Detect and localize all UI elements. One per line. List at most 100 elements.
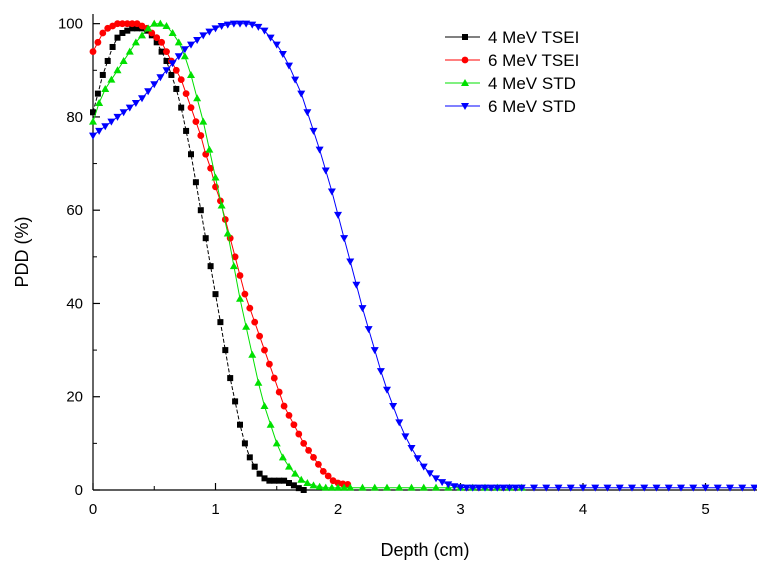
data-point-4-mev-std [321, 483, 330, 491]
data-point-6-mev-tsei [153, 34, 161, 42]
data-point-4-mev-tsei [99, 71, 106, 78]
data-point-4-mev-std [242, 322, 251, 330]
data-point-4-mev-tsei [241, 440, 248, 447]
data-point-6-mev-std [370, 347, 379, 355]
data-point-6-mev-std [425, 470, 434, 478]
data-point-4-mev-std [297, 475, 306, 483]
series-4-mev-tsei [90, 25, 307, 493]
data-point-6-mev-std [254, 23, 263, 31]
data-point-4-mev-tsei [90, 109, 96, 116]
data-point-4-mev-std [340, 483, 349, 491]
legend-label: 6 MeV TSEI [488, 51, 579, 70]
data-point-6-mev-tsei [177, 76, 185, 84]
legend-marker [461, 56, 469, 64]
data-point-6-mev-tsei [324, 472, 332, 480]
legend-item-6-mev-std: 6 MeV STD [445, 97, 576, 116]
data-point-6-mev-tsei [285, 411, 293, 419]
data-point-6-mev-std [156, 74, 165, 82]
data-point-6-mev-tsei [236, 272, 244, 279]
data-point-6-mev-tsei [241, 290, 249, 298]
data-point-4-mev-std [358, 483, 367, 491]
data-point-6-mev-tsei [305, 446, 312, 454]
data-point-6-mev-std [474, 484, 483, 492]
data-point-6-mev-std [346, 258, 355, 266]
data-point-4-mev-std [248, 350, 257, 358]
data-point-4-mev-tsei [114, 34, 121, 41]
data-point-4-mev-std [315, 482, 324, 490]
data-point-4-mev-tsei [104, 57, 111, 64]
data-point-6-mev-std [334, 211, 342, 219]
data-point-6-mev-std [726, 484, 734, 492]
data-point-6-mev-std [713, 484, 722, 492]
data-point-4-mev-tsei [134, 25, 141, 32]
data-point-4-mev-tsei [207, 263, 214, 270]
y-tick-label: 20 [66, 389, 83, 406]
data-point-6-mev-std [517, 484, 526, 492]
data-point-6-mev-std [499, 484, 508, 492]
data-point-6-mev-tsei [290, 421, 298, 429]
data-point-4-mev-std [150, 19, 159, 27]
data-point-6-mev-std [628, 484, 636, 492]
data-point-4-mev-tsei [281, 477, 288, 484]
data-point-6-mev-std [432, 475, 440, 483]
data-point-4-mev-std [205, 145, 214, 153]
data-point-4-mev-tsei [217, 319, 224, 326]
data-point-6-mev-tsei [221, 216, 229, 223]
data-point-6-mev-std [530, 484, 538, 492]
data-point-4-mev-tsei [163, 57, 170, 64]
data-point-6-mev-std [493, 484, 502, 492]
data-point-4-mev-tsei [183, 127, 190, 134]
data-point-6-mev-tsei [231, 253, 239, 261]
data-point-6-mev-std [168, 60, 177, 68]
data-point-4-mev-std [419, 483, 428, 491]
data-point-6-mev-std [174, 53, 183, 61]
data-point-6-mev-tsei [123, 20, 131, 28]
data-point-6-mev-std [462, 484, 471, 492]
y-tick-label: 60 [66, 202, 83, 219]
data-point-6-mev-std [407, 445, 416, 453]
data-point-6-mev-tsei [266, 360, 273, 368]
data-point-6-mev-std [468, 484, 477, 492]
data-point-4-mev-std [95, 98, 104, 106]
data-point-4-mev-std [193, 94, 202, 102]
data-point-4-mev-tsei [237, 421, 243, 428]
data-point-6-mev-tsei [246, 304, 254, 312]
data-point-6-mev-std [138, 95, 146, 103]
data-point-4-mev-tsei [300, 487, 307, 493]
data-point-6-mev-std [144, 88, 153, 96]
data-point-6-mev-std [383, 386, 391, 394]
data-point-6-mev-tsei [261, 346, 268, 354]
data-point-4-mev-tsei [266, 477, 273, 484]
data-point-4-mev-std [303, 479, 312, 487]
data-point-6-mev-std [401, 433, 410, 441]
data-point-6-mev-std [579, 484, 587, 492]
data-point-4-mev-std [89, 117, 97, 125]
data-point-6-mev-tsei [99, 29, 107, 37]
data-point-6-mev-tsei [270, 374, 278, 382]
data-point-6-mev-std [107, 118, 116, 126]
data-point-6-mev-std [217, 22, 226, 30]
y-tick-label: 80 [66, 109, 83, 126]
data-point-6-mev-tsei [119, 20, 126, 28]
data-point-6-mev-tsei [94, 38, 102, 46]
data-point-4-mev-tsei [188, 151, 194, 158]
data-point-6-mev-std [395, 419, 404, 427]
x-tick-label: 4 [579, 501, 587, 518]
data-point-6-mev-std [542, 484, 551, 492]
data-point-6-mev-tsei [128, 20, 136, 28]
data-point-6-mev-std [180, 46, 189, 54]
data-point-6-mev-std [285, 62, 293, 70]
data-point-6-mev-std [352, 281, 361, 289]
data-point-6-mev-std [131, 99, 140, 107]
data-point-4-mev-std [266, 420, 275, 428]
data-point-4-mev-std [174, 38, 183, 46]
data-point-4-mev-std [187, 70, 195, 78]
data-point-6-mev-std [340, 235, 349, 243]
data-point-4-mev-std [407, 483, 416, 491]
data-point-4-mev-std [138, 31, 146, 39]
data-point-4-mev-tsei [276, 477, 283, 484]
data-point-6-mev-tsei [275, 388, 283, 396]
data-point-4-mev-tsei [109, 43, 116, 50]
data-point-4-mev-std [199, 117, 208, 125]
